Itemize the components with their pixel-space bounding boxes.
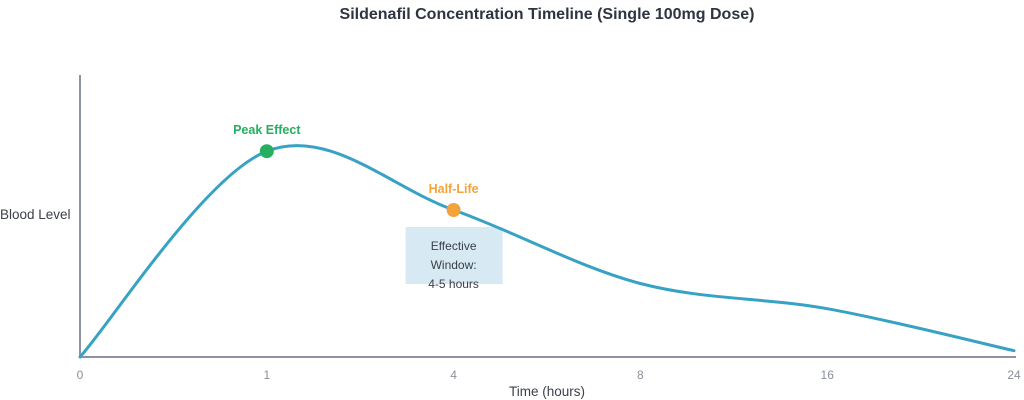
x-axis-label: Time (hours) [509, 384, 585, 399]
y-axis-label: Blood Level [0, 207, 71, 222]
x-tick-label-24: 24 [1007, 368, 1021, 382]
chart-title: Sildenafil Concentration Timeline (Singl… [340, 6, 755, 23]
x-tick-label-4: 4 [450, 368, 457, 382]
effective-window-text-line3: 4-5 hours [428, 277, 479, 291]
effective-window-box [405, 227, 503, 284]
half-life-label: Half-Life [429, 182, 479, 196]
x-axis-tick-labels: 0 1 4 8 16 24 [77, 368, 1021, 382]
effective-window-text-line1: Effective [431, 239, 477, 253]
concentration-curve [78, 144, 1016, 359]
x-tick-label-1: 1 [263, 368, 270, 382]
x-tick-label-16: 16 [821, 368, 835, 382]
half-life-marker [446, 203, 461, 217]
annotation-markers [259, 144, 461, 217]
x-tick-label-0: 0 [77, 368, 84, 382]
x-tick-label-8: 8 [637, 368, 644, 382]
peak-effect-label: Peak Effect [233, 123, 301, 137]
effective-window-text-line2: Window: [431, 258, 477, 272]
peak-effect-marker [259, 144, 274, 159]
